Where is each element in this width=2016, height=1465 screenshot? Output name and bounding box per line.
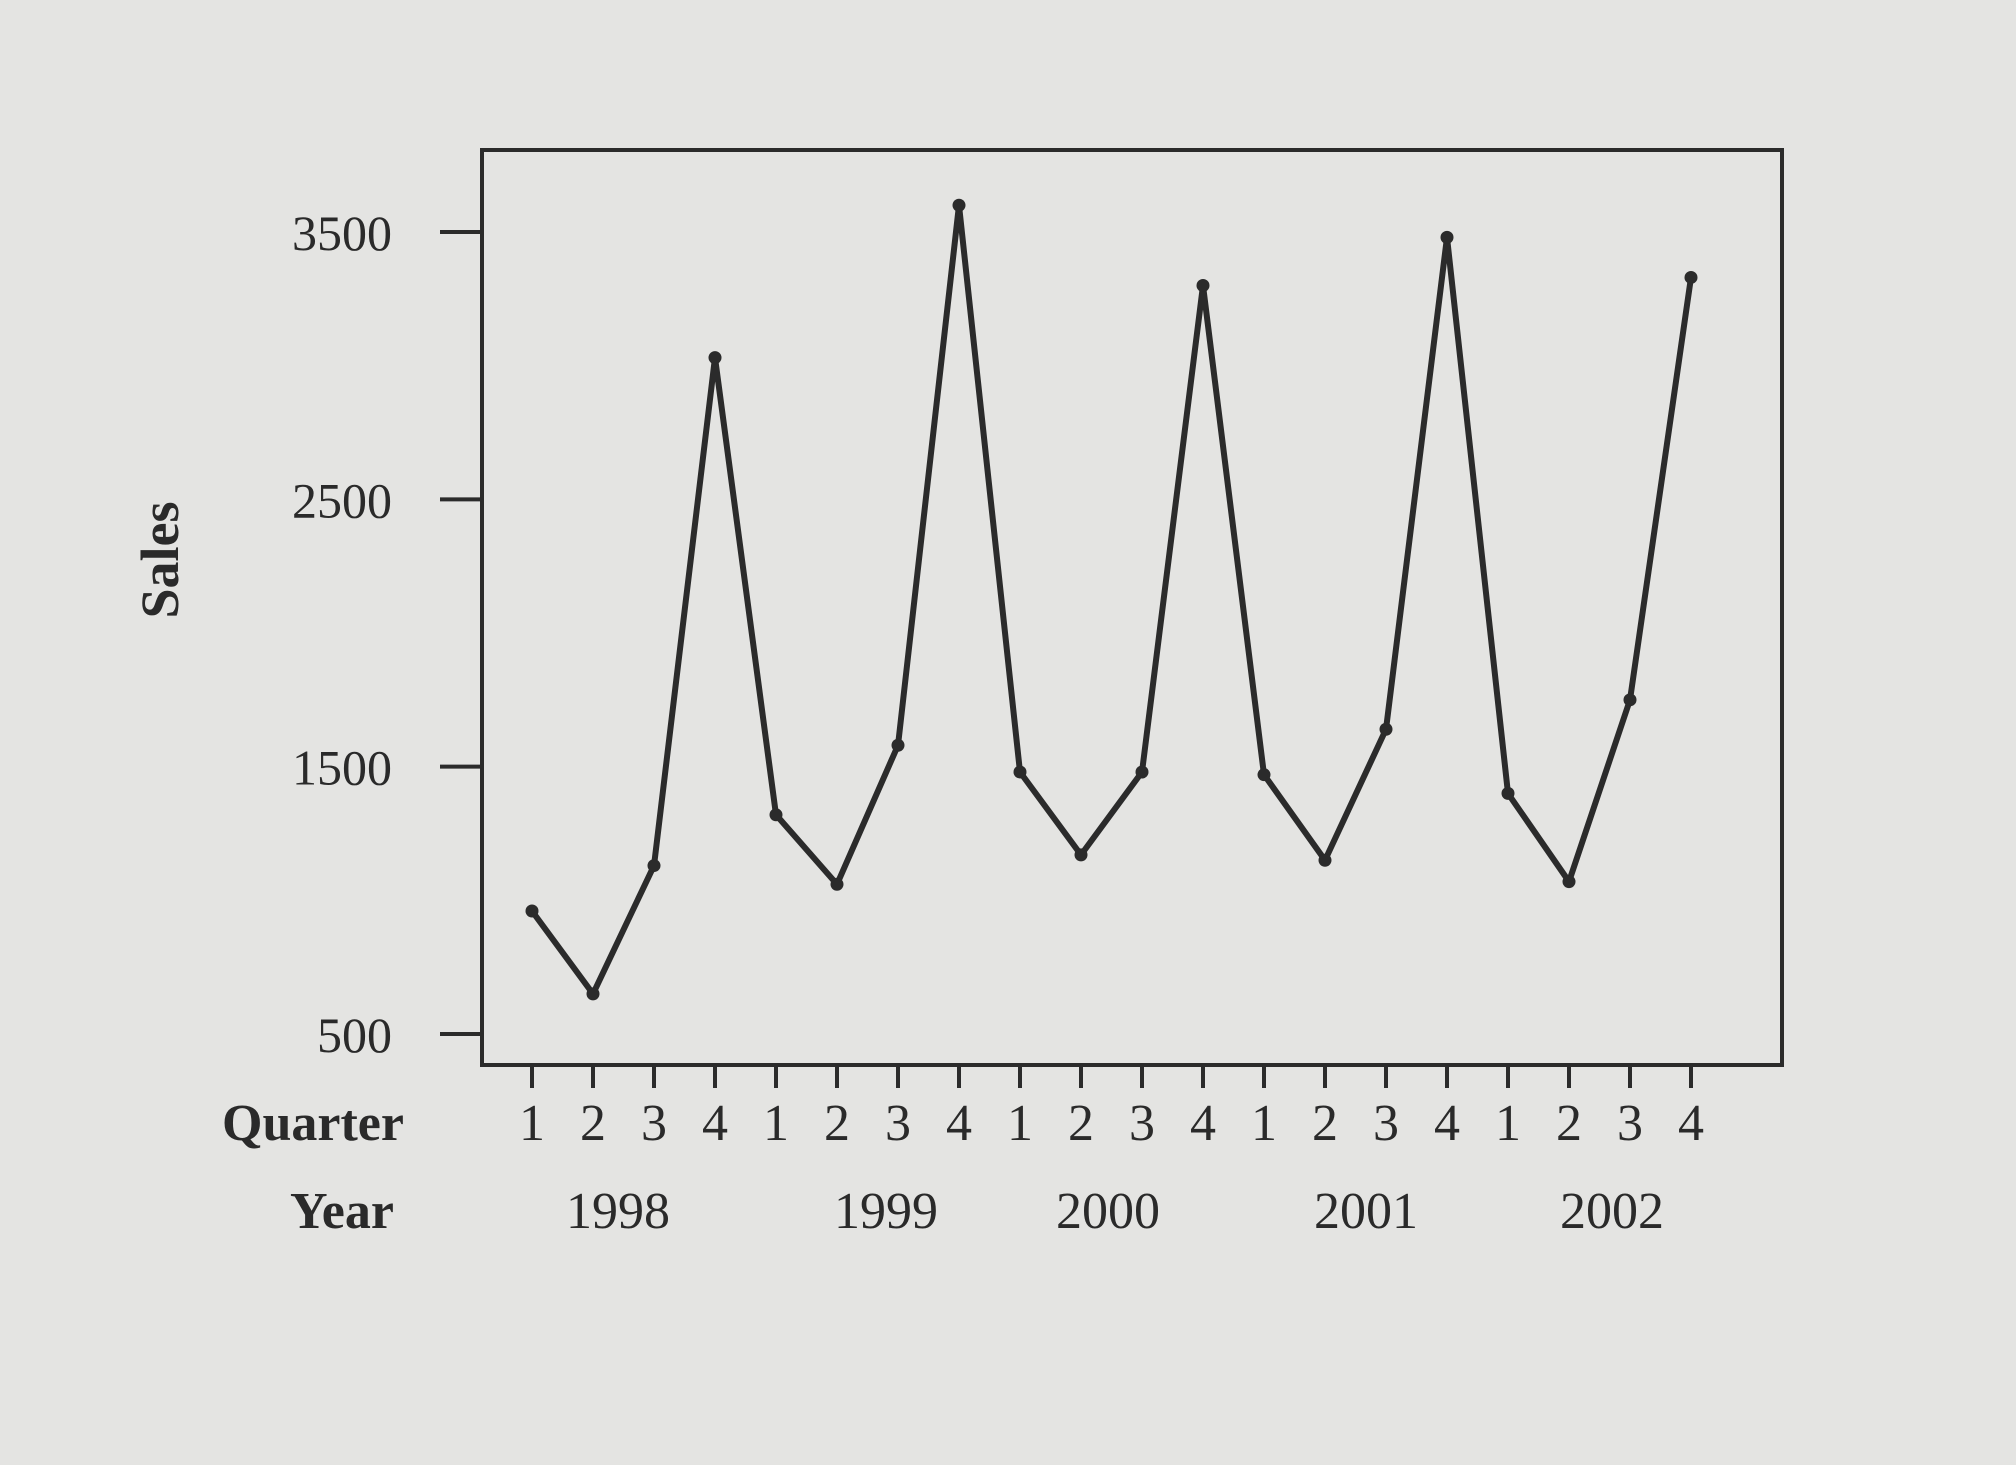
quarter-tick-label: 3 (1617, 1095, 1643, 1152)
quarter-tick-label: 4 (1190, 1095, 1216, 1152)
series-group (525, 198, 1698, 1001)
data-point (1074, 848, 1088, 862)
year-label: 2000 (1056, 1183, 1160, 1240)
y-axis-ticks: 500 1500 2500 3500 (292, 205, 482, 1063)
data-point (891, 738, 905, 752)
y-tick-label: 3500 (292, 205, 392, 261)
quarter-tick-label: 3 (885, 1095, 911, 1152)
quarter-tick-label: 2 (1312, 1095, 1338, 1152)
quarter-tick-label: 2 (1556, 1095, 1582, 1152)
quarter-tick-label: 1 (1495, 1095, 1521, 1152)
quarter-tick-label: 1 (1007, 1095, 1033, 1152)
year-label: 2001 (1314, 1183, 1418, 1240)
quarter-tick-label: 4 (1678, 1095, 1704, 1152)
y-tick-label: 500 (317, 1007, 392, 1063)
y-tick-label: 2500 (292, 472, 392, 528)
data-point (1501, 786, 1515, 800)
year-row-label: Year (290, 1183, 394, 1240)
data-point (1379, 722, 1393, 736)
data-point (1013, 765, 1027, 779)
year-label: 1999 (834, 1183, 938, 1240)
series-line (529, 202, 1694, 997)
quarter-tick-label: 1 (763, 1095, 789, 1152)
data-point (830, 877, 844, 891)
quarter-tick-label: 3 (641, 1095, 667, 1152)
year-label: 2002 (1560, 1183, 1664, 1240)
quarter-tick-label: 4 (702, 1095, 728, 1152)
quarter-row-label: Quarter (222, 1095, 404, 1152)
quarter-tick-label: 2 (580, 1095, 606, 1152)
data-point (647, 859, 661, 873)
data-point (1196, 278, 1210, 292)
data-point (1318, 853, 1332, 867)
quarter-tick-label: 4 (1434, 1095, 1460, 1152)
data-point (952, 198, 966, 212)
data-point (1440, 230, 1454, 244)
year-label: 1998 (566, 1183, 670, 1240)
quarter-tick-label: 2 (824, 1095, 850, 1152)
year-labels: 1998 1999 2000 2001 2002 (566, 1183, 1664, 1240)
plot-frame (480, 148, 1784, 1067)
y-tick-label: 1500 (292, 740, 392, 796)
data-point (525, 904, 539, 918)
data-point (1623, 693, 1637, 707)
data-point (1562, 875, 1576, 889)
data-point (1135, 765, 1149, 779)
data-point (708, 351, 722, 365)
y-axis-label: Sales (130, 501, 190, 618)
data-point (586, 987, 600, 1001)
data-point (1684, 270, 1698, 284)
data-point (769, 808, 783, 822)
quarter-tick-label: 1 (519, 1095, 545, 1152)
data-point (1257, 768, 1271, 782)
quarter-tick-label: 3 (1373, 1095, 1399, 1152)
quarter-tick-label: 2 (1068, 1095, 1094, 1152)
quarter-tick-label: 4 (946, 1095, 972, 1152)
quarter-tick-label: 1 (1251, 1095, 1277, 1152)
quarter-tick-label: 3 (1129, 1095, 1155, 1152)
